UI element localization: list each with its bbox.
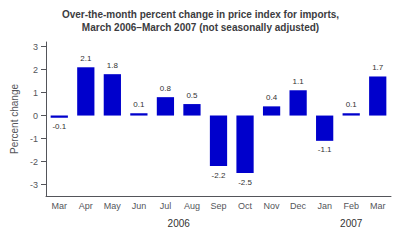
svg-text:Feb: Feb <box>343 201 359 211</box>
svg-text:2007: 2007 <box>340 218 363 229</box>
svg-text:Mar: Mar <box>370 201 386 211</box>
svg-text:Jan: Jan <box>317 201 332 211</box>
svg-text:0.4: 0.4 <box>266 93 278 102</box>
svg-text:Mar: Mar <box>52 201 68 211</box>
svg-text:Percent change: Percent change <box>9 84 20 154</box>
svg-text:-1.1: -1.1 <box>318 145 332 154</box>
svg-text:0.1: 0.1 <box>346 100 358 109</box>
svg-text:Apr: Apr <box>79 201 93 211</box>
svg-text:-0.1: -0.1 <box>52 122 66 131</box>
svg-text:March 2006–March 2007 (not sea: March 2006–March 2007 (not seasonally ad… <box>82 22 319 33</box>
svg-text:0.8: 0.8 <box>160 84 172 93</box>
svg-text:0.5: 0.5 <box>186 91 198 100</box>
svg-text:2.1: 2.1 <box>80 54 92 63</box>
svg-text:Aug: Aug <box>184 201 200 211</box>
svg-text:2: 2 <box>33 65 38 75</box>
svg-text:-3: -3 <box>30 180 38 190</box>
svg-text:Jul: Jul <box>160 201 172 211</box>
svg-text:-1: -1 <box>30 134 38 144</box>
svg-text:-2.2: -2.2 <box>212 171 226 180</box>
svg-text:Jun: Jun <box>132 201 147 211</box>
svg-text:-2: -2 <box>30 157 38 167</box>
svg-text:Over-the-month percent change: Over-the-month percent change in price i… <box>62 9 339 20</box>
svg-text:0.1: 0.1 <box>133 100 145 109</box>
svg-text:2006: 2006 <box>168 218 191 229</box>
svg-text:1.1: 1.1 <box>293 77 305 86</box>
svg-text:Dec: Dec <box>290 201 307 211</box>
svg-text:Sep: Sep <box>210 201 226 211</box>
svg-text:1: 1 <box>33 88 38 98</box>
svg-text:1.8: 1.8 <box>107 61 119 70</box>
svg-text:-2.5: -2.5 <box>238 178 252 187</box>
svg-text:Oct: Oct <box>238 201 253 211</box>
svg-text:Nov: Nov <box>264 201 281 211</box>
svg-text:1.7: 1.7 <box>372 63 384 72</box>
svg-text:May: May <box>104 201 122 211</box>
svg-text:3: 3 <box>33 42 38 52</box>
svg-text:0: 0 <box>33 111 38 121</box>
